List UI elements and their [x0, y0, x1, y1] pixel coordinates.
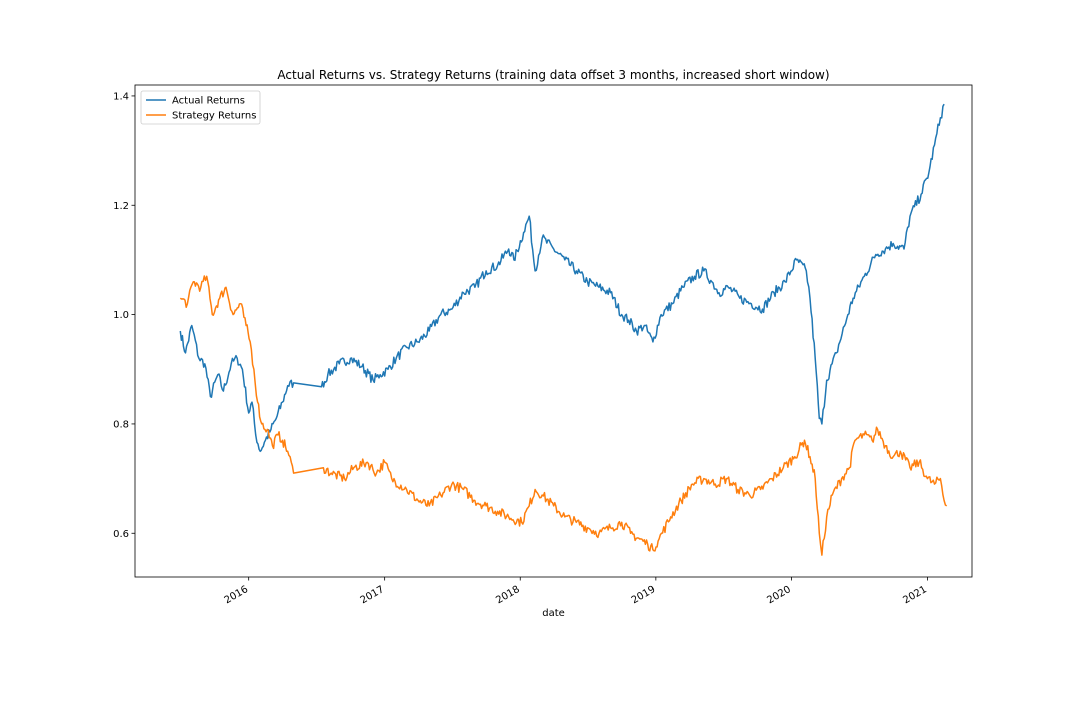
axes-frame	[134, 84, 973, 578]
y-tick-label: 1.0	[113, 310, 129, 321]
legend-label-0: Actual Returns	[172, 96, 245, 107]
legend: Actual Returns Strategy Returns	[140, 90, 261, 125]
series-line-0	[179, 103, 945, 453]
y-tick-label: 1.2	[113, 201, 129, 212]
y-tick-label: 0.6	[113, 529, 129, 540]
y-axis: 0.6 0.8 1.0 1.2 1.4	[113, 91, 135, 540]
x-axis-label: date	[542, 608, 565, 619]
legend-box	[140, 90, 261, 125]
plot-area	[179, 103, 948, 556]
chart-title: Actual Returns vs. Strategy Returns (tra…	[277, 68, 829, 82]
y-tick-label: 0.8	[113, 419, 129, 430]
series-line-1	[179, 275, 948, 556]
y-tick-label: 1.4	[113, 91, 129, 102]
legend-label-1: Strategy Returns	[172, 111, 256, 122]
